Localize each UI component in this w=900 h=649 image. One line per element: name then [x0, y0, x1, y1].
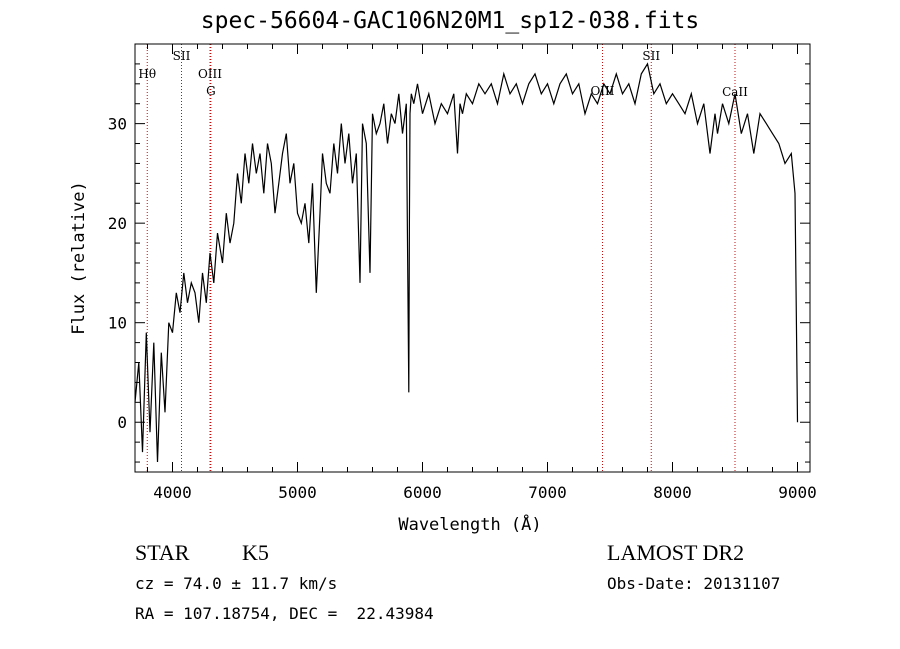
- y-tick-label: 30: [108, 115, 127, 134]
- y-axis-label: Flux (relative): [69, 181, 89, 335]
- x-tick-label: 4000: [153, 483, 192, 502]
- line-label: CaII: [722, 85, 748, 99]
- spectrum-chart: 4000 5000 6000 7000 8000 9000 0 10 20 30 Hθ SII OI…: [69, 43, 817, 535]
- y-tick-label: 0: [117, 413, 127, 432]
- x-tick-label: 8000: [653, 483, 692, 502]
- spectrum-line: [134, 62, 799, 463]
- x-tick-label: 6000: [403, 483, 442, 502]
- line-label: G: [206, 84, 216, 98]
- obs-date-text: Obs-Date: 20131107: [607, 574, 781, 593]
- line-label: Hθ: [138, 67, 156, 81]
- line-label: SII: [173, 49, 191, 63]
- line-markers: [146, 44, 736, 472]
- line-label: OIII: [590, 84, 614, 98]
- coordinates-text: RA = 107.18754, DEC = 22.43984: [135, 604, 434, 623]
- x-tick-label: 5000: [278, 483, 317, 502]
- x-tick-label: 9000: [778, 483, 817, 502]
- x-axis-label: Wavelength (Å): [398, 513, 541, 535]
- x-axis: 4000 5000 6000 7000 8000 9000: [147, 44, 817, 502]
- plot-frame: [134, 43, 811, 473]
- line-labels: Hθ SII OIII G OIII SII CaII: [138, 49, 748, 99]
- chart-title: spec-56604-GAC106N20M1_sp12-038.fits: [200, 8, 700, 34]
- y-tick-label: 20: [108, 214, 127, 233]
- survey-label: LAMOST DR2: [607, 540, 745, 565]
- y-axis: 0 10 20 30: [108, 43, 810, 463]
- x-tick-label: 7000: [528, 483, 567, 502]
- line-label: OIII: [198, 67, 222, 81]
- y-tick-label: 10: [108, 314, 127, 333]
- plot-area: [134, 62, 799, 463]
- redshift-text: cz = 74.0 ± 11.7 km/s: [135, 574, 338, 593]
- object-subclass: K5: [242, 540, 269, 565]
- object-type: STAR: [135, 540, 190, 565]
- line-label: SII: [642, 49, 660, 63]
